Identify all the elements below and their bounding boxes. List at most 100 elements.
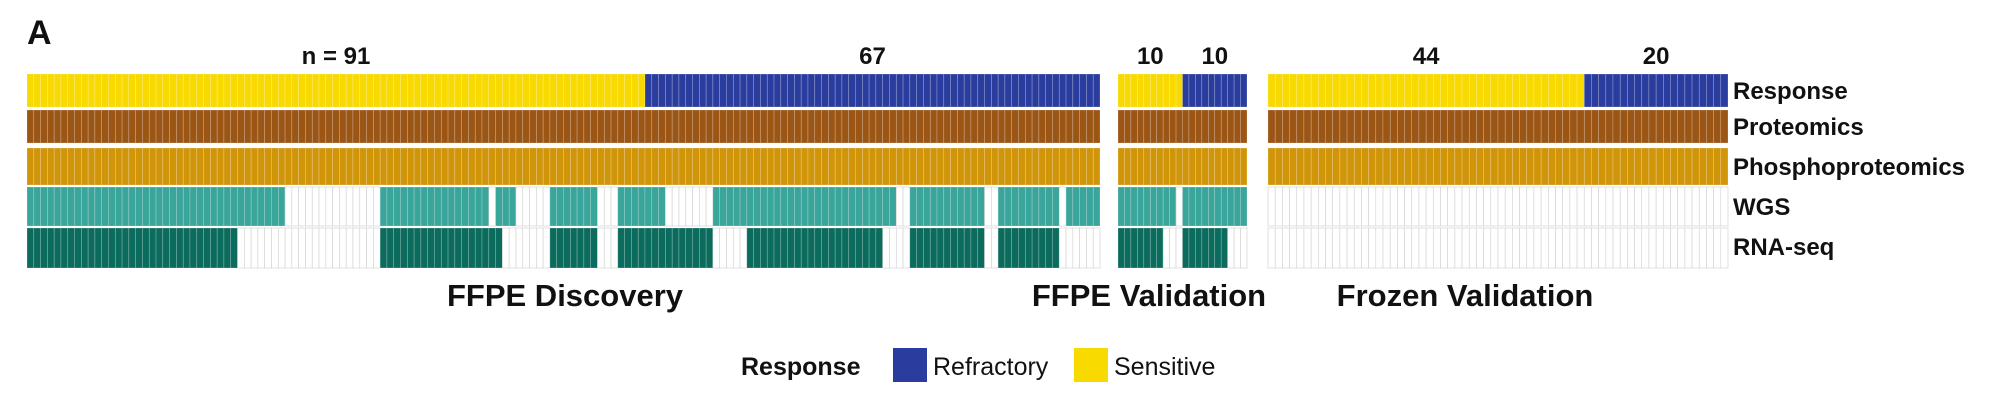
cell-proteomics <box>1684 109 1693 144</box>
cell-wgs <box>1303 186 1312 227</box>
cell-rnaseq <box>121 227 130 269</box>
cell-rnaseq <box>1182 227 1190 269</box>
cell-proteomics <box>237 109 245 144</box>
cell-phosphoproteomics <box>889 147 897 186</box>
cell-proteomics <box>223 109 232 144</box>
cell-response <box>1447 73 1456 108</box>
cell-response <box>311 73 320 108</box>
cell-response <box>739 73 748 108</box>
cell-proteomics <box>515 109 524 144</box>
cell-proteomics <box>1296 109 1305 144</box>
cell-proteomics <box>1519 109 1528 144</box>
cell-proteomics <box>1011 109 1019 144</box>
cell-phosphoproteomics <box>828 147 836 186</box>
cell-phosphoproteomics <box>257 147 265 186</box>
cell-rnaseq <box>576 227 585 269</box>
cell-proteomics <box>563 109 571 144</box>
cell-rnaseq <box>1519 227 1528 269</box>
cell-response <box>678 73 687 108</box>
cell-rnaseq <box>1086 227 1094 269</box>
cell-wgs <box>1641 186 1650 227</box>
cell-wgs <box>1562 186 1571 227</box>
cell-response <box>427 73 435 108</box>
cell-phosphoproteomics <box>1156 147 1164 186</box>
cell-rnaseq <box>1031 227 1040 269</box>
cell-phosphoproteomics <box>1591 147 1599 186</box>
cell-wgs <box>1404 186 1413 227</box>
cell-phosphoproteomics <box>352 147 361 186</box>
cell-rnaseq <box>1072 227 1080 269</box>
cell-wgs <box>386 186 395 227</box>
cell-wgs <box>1296 186 1305 227</box>
cell-phosphoproteomics <box>488 147 496 186</box>
group-count-ffpe-discovery-sensitive: n = 91 <box>302 43 371 70</box>
cell-wgs <box>101 186 109 227</box>
cell-proteomics <box>929 109 938 144</box>
cell-rnaseq <box>807 227 816 269</box>
cell-proteomics <box>1627 109 1635 144</box>
cell-wgs <box>1361 186 1369 227</box>
cell-proteomics <box>719 109 727 144</box>
cohort-label-ffpe-validation: FFPE Validation <box>1032 278 1266 313</box>
cell-response <box>454 73 462 108</box>
cell-wgs <box>1583 186 1592 227</box>
cell-rnaseq <box>148 227 157 269</box>
cell-wgs <box>379 186 388 227</box>
cell-phosphoproteomics <box>1540 147 1549 186</box>
cell-response <box>277 73 286 108</box>
cell-proteomics <box>665 109 673 144</box>
cell-rnaseq <box>1562 227 1571 269</box>
cell-rnaseq <box>868 227 877 269</box>
cell-phosphoproteomics <box>203 147 211 186</box>
cell-rnaseq <box>277 227 286 269</box>
cell-response <box>583 73 591 108</box>
cell-rnaseq <box>1512 227 1520 269</box>
cell-proteomics <box>617 109 625 144</box>
cell-rnaseq <box>264 227 272 269</box>
cell-phosphoproteomics <box>699 147 707 186</box>
cell-phosphoproteomics <box>1130 147 1138 186</box>
cohort-labels: FFPE Discovery FFPE Validation Frozen Va… <box>447 278 1593 313</box>
cell-wgs <box>434 186 442 227</box>
cell-rnaseq <box>1332 227 1341 269</box>
cell-wgs <box>576 186 585 227</box>
cell-rnaseq <box>250 227 259 269</box>
cell-proteomics <box>495 109 503 144</box>
cell-response <box>1361 73 1369 108</box>
cell-wgs <box>597 186 605 227</box>
cell-rnaseq <box>760 227 768 269</box>
cell-wgs <box>923 186 931 227</box>
cell-rnaseq <box>1713 227 1722 269</box>
cell-response <box>1149 73 1157 108</box>
cell-response <box>108 73 116 108</box>
cell-response <box>1619 73 1628 108</box>
cell-rnaseq <box>970 227 979 269</box>
cell-rnaseq <box>291 227 299 269</box>
cell-response <box>950 73 958 108</box>
cell-wgs <box>169 186 177 227</box>
cell-phosphoproteomics <box>1282 147 1290 186</box>
cell-response <box>597 73 605 108</box>
cell-phosphoproteomics <box>855 147 863 186</box>
cell-phosphoproteomics <box>936 147 945 186</box>
cell-proteomics <box>637 109 646 144</box>
cell-rnaseq <box>814 227 822 269</box>
cell-wgs <box>155 186 164 227</box>
cell-response <box>216 73 225 108</box>
cell-proteomics <box>957 109 965 144</box>
cell-response <box>81 73 89 108</box>
cell-phosphoproteomics <box>1648 147 1657 186</box>
cell-response <box>1540 73 1549 108</box>
cell-response <box>250 73 259 108</box>
cell-rnaseq <box>1476 227 1484 269</box>
cell-phosphoproteomics <box>1655 147 1664 186</box>
row-label-response: Response <box>1733 78 1848 105</box>
cell-phosphoproteomics <box>1201 147 1209 186</box>
cell-phosphoproteomics <box>617 147 625 186</box>
cell-rnaseq <box>1612 227 1621 269</box>
cell-rnaseq <box>617 227 625 269</box>
cell-rnaseq <box>590 227 598 269</box>
cell-proteomics <box>1289 109 1298 144</box>
cell-rnaseq <box>94 227 103 269</box>
cell-wgs <box>33 186 41 227</box>
